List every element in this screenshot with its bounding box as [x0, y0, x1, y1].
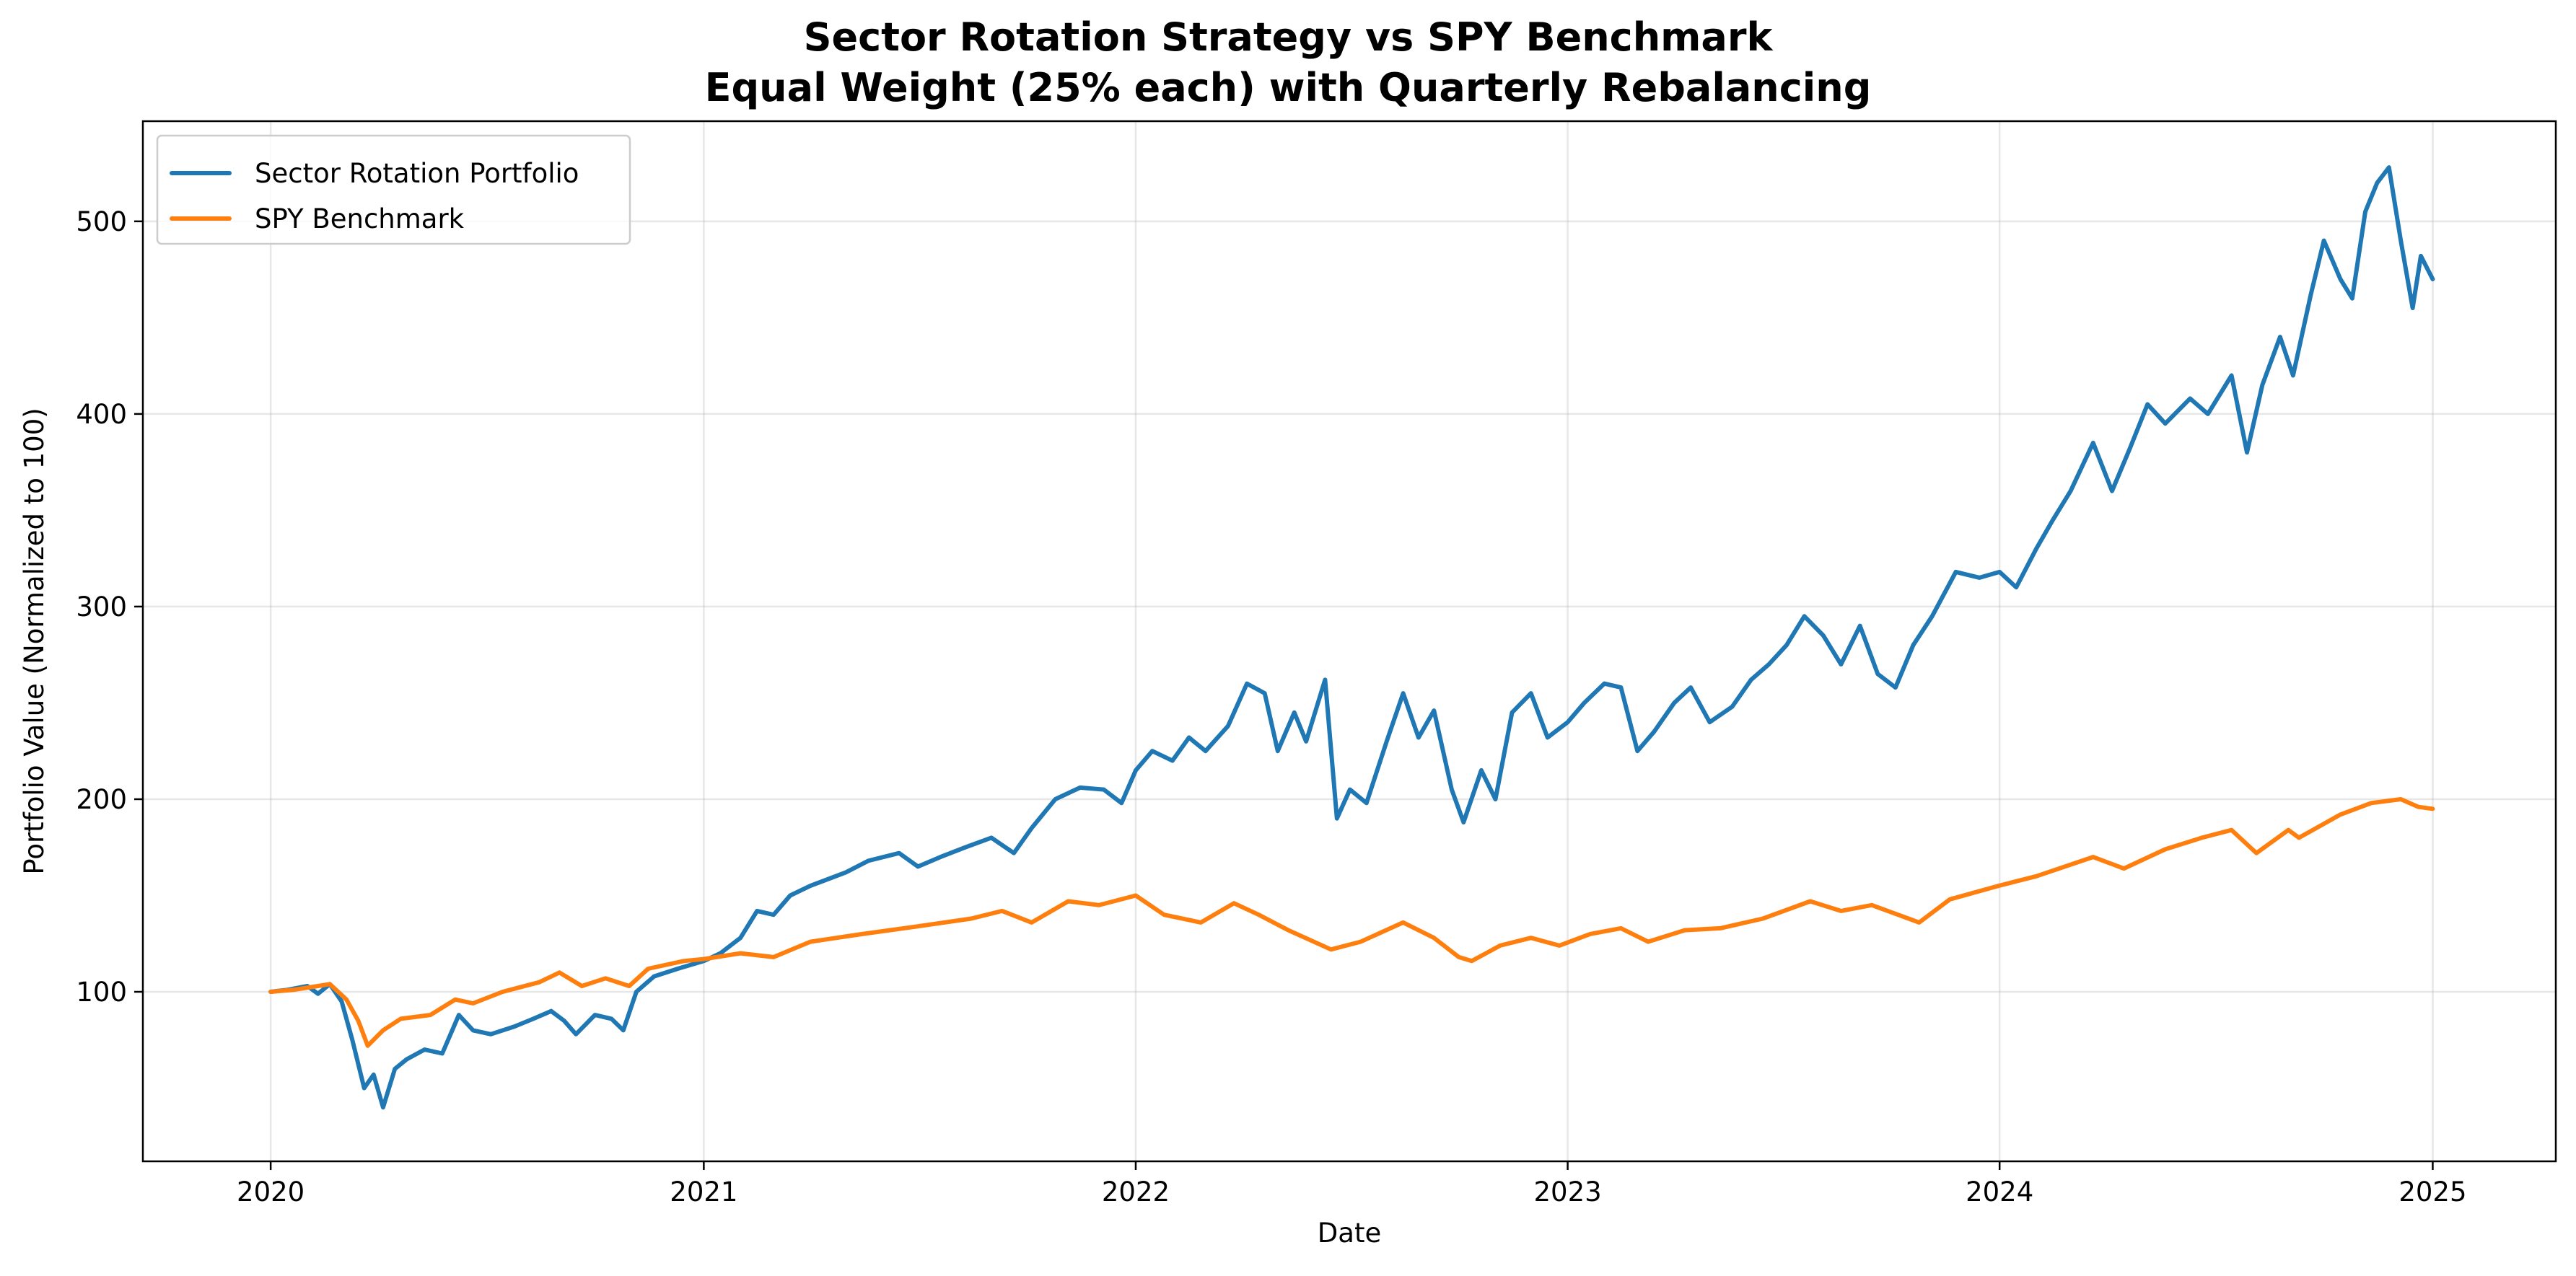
legend-label-spy-benchmark: SPY Benchmark	[255, 203, 465, 234]
grid	[143, 121, 2556, 1161]
x-tick-label: 2025	[2398, 1176, 2466, 1207]
x-tick-label: 2021	[670, 1176, 737, 1207]
x-tick-label: 2022	[1102, 1176, 1170, 1207]
legend-label-sector-rotation: Sector Rotation Portfolio	[255, 158, 579, 189]
x-tick-label: 2020	[237, 1176, 305, 1207]
y-tick-label: 400	[76, 399, 127, 430]
x-tick-label: 2023	[1533, 1176, 1601, 1207]
chart-title: Sector Rotation Strategy vs SPY Benchmar…	[804, 14, 1774, 60]
x-axis-ticks: 2020 2021 2022 2023 2024 2025	[237, 1161, 2467, 1207]
x-axis-label: Date	[1318, 1218, 1381, 1249]
plot-frame	[141, 120, 2557, 1163]
series-line-sector-rotation	[268, 165, 2435, 1110]
series-lines	[268, 165, 2435, 1110]
legend: Sector Rotation Portfolio SPY Benchmark	[156, 134, 631, 245]
y-tick-label: 100	[76, 977, 127, 1008]
y-tick-label: 300	[76, 591, 127, 622]
y-axis-label: Portfolio Value (Normalized to 100)	[19, 408, 50, 874]
legend-box	[156, 134, 631, 245]
x-tick-label: 2024	[1966, 1176, 2033, 1207]
series-line-spy-benchmark	[268, 797, 2435, 1048]
y-tick-label: 200	[76, 784, 127, 815]
chart-subtitle: Equal Weight (25% each) with Quarterly R…	[705, 65, 1872, 110]
y-tick-label: 500	[76, 206, 127, 237]
y-axis-ticks: 100 200 300 400 500	[76, 206, 143, 1008]
